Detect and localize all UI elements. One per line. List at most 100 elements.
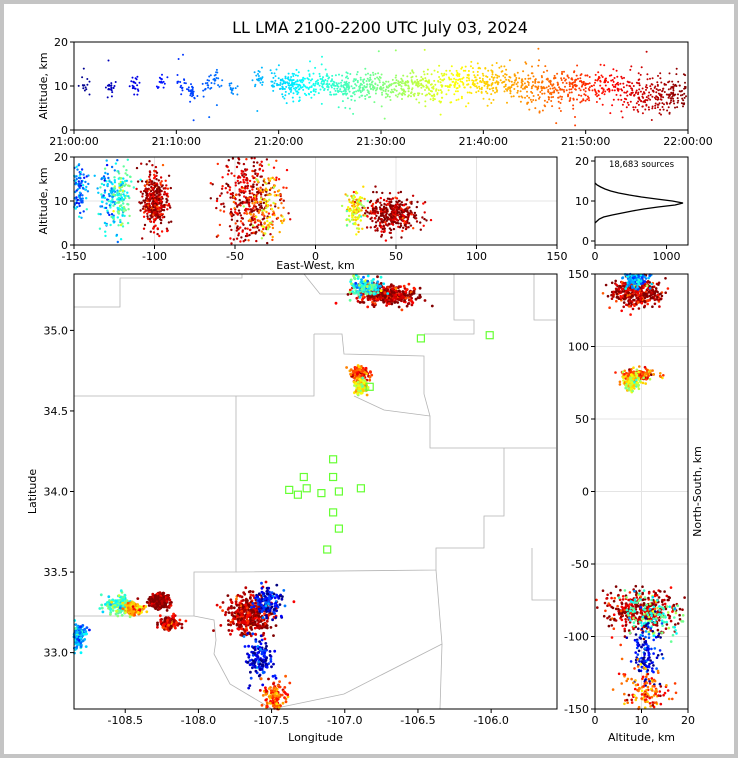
source-point bbox=[232, 92, 235, 95]
source-point bbox=[448, 69, 451, 72]
source-point bbox=[158, 215, 161, 219]
source-point bbox=[257, 211, 260, 214]
source-point bbox=[159, 221, 163, 225]
source-point bbox=[397, 82, 400, 85]
source-point bbox=[176, 82, 179, 84]
source-point bbox=[337, 82, 340, 85]
source-point bbox=[333, 87, 336, 90]
source-point bbox=[388, 197, 391, 201]
source-point bbox=[549, 87, 552, 90]
source-point bbox=[117, 212, 121, 215]
source-point bbox=[477, 67, 480, 70]
source-point bbox=[133, 613, 137, 617]
source-point bbox=[637, 93, 639, 96]
source-point bbox=[161, 205, 164, 208]
source-point bbox=[651, 77, 654, 80]
source-point bbox=[654, 102, 657, 105]
source-point bbox=[413, 214, 417, 218]
source-point bbox=[260, 164, 264, 168]
source-point bbox=[405, 198, 409, 201]
source-point bbox=[595, 101, 598, 103]
source-point bbox=[259, 186, 262, 189]
source-point bbox=[273, 82, 276, 85]
source-point bbox=[404, 208, 407, 211]
source-point bbox=[463, 86, 466, 89]
source-point bbox=[273, 190, 276, 194]
source-point bbox=[371, 202, 375, 206]
source-point bbox=[319, 78, 322, 80]
source-point bbox=[575, 74, 578, 77]
source-point bbox=[234, 184, 237, 187]
source-point bbox=[669, 101, 672, 104]
source-point bbox=[374, 285, 377, 288]
source-point bbox=[292, 92, 295, 95]
source-point bbox=[228, 225, 232, 228]
source-point bbox=[287, 82, 289, 85]
source-point bbox=[385, 92, 388, 95]
source-point bbox=[216, 197, 219, 200]
source-point bbox=[154, 184, 157, 187]
source-point bbox=[376, 291, 380, 294]
source-point bbox=[587, 97, 590, 99]
source-point bbox=[297, 71, 300, 74]
source-point bbox=[164, 192, 167, 195]
source-point bbox=[415, 98, 418, 101]
source-point bbox=[242, 178, 245, 182]
source-point bbox=[104, 603, 107, 606]
source-point bbox=[108, 599, 111, 602]
source-point bbox=[84, 86, 87, 89]
source-point bbox=[113, 179, 117, 182]
source-point bbox=[356, 71, 359, 73]
source-point bbox=[252, 164, 255, 168]
source-point bbox=[599, 84, 602, 87]
source-point bbox=[500, 65, 503, 68]
source-point bbox=[491, 73, 494, 76]
source-point bbox=[462, 76, 465, 79]
source-point bbox=[298, 99, 301, 102]
source-point bbox=[402, 284, 406, 288]
source-point bbox=[80, 168, 84, 171]
source-point bbox=[234, 222, 237, 225]
source-point bbox=[611, 89, 614, 92]
source-point bbox=[124, 196, 127, 200]
source-point bbox=[312, 89, 315, 92]
source-point bbox=[261, 169, 265, 172]
source-point bbox=[295, 80, 297, 83]
source-point bbox=[355, 233, 358, 236]
source-point bbox=[421, 77, 424, 80]
source-point bbox=[490, 102, 493, 104]
source-point bbox=[476, 86, 479, 89]
source-point bbox=[78, 185, 81, 189]
source-point bbox=[552, 96, 555, 98]
source-point bbox=[322, 76, 324, 79]
source-point bbox=[112, 217, 116, 221]
source-point bbox=[578, 87, 581, 90]
source-point bbox=[666, 102, 669, 105]
source-point bbox=[124, 611, 127, 614]
source-point bbox=[637, 72, 640, 75]
source-point bbox=[420, 83, 423, 86]
source-point bbox=[223, 205, 226, 208]
source-point bbox=[545, 86, 548, 89]
source-point bbox=[528, 96, 531, 99]
source-point bbox=[191, 95, 193, 98]
source-point bbox=[440, 96, 443, 99]
source-point bbox=[269, 193, 272, 196]
source-point bbox=[401, 290, 405, 293]
source-point bbox=[325, 83, 328, 86]
source-point bbox=[180, 93, 183, 96]
source-point bbox=[82, 87, 85, 90]
source-point bbox=[120, 204, 123, 207]
source-point bbox=[116, 193, 119, 196]
source-point bbox=[259, 197, 263, 200]
source-point bbox=[77, 84, 80, 87]
source-point bbox=[646, 73, 649, 76]
source-point bbox=[425, 219, 428, 222]
source-point bbox=[106, 209, 109, 212]
source-point bbox=[291, 85, 294, 88]
source-point bbox=[433, 79, 436, 82]
source-point bbox=[110, 82, 113, 85]
source-point bbox=[350, 282, 353, 286]
source-point bbox=[267, 223, 270, 227]
source-point bbox=[404, 220, 408, 223]
